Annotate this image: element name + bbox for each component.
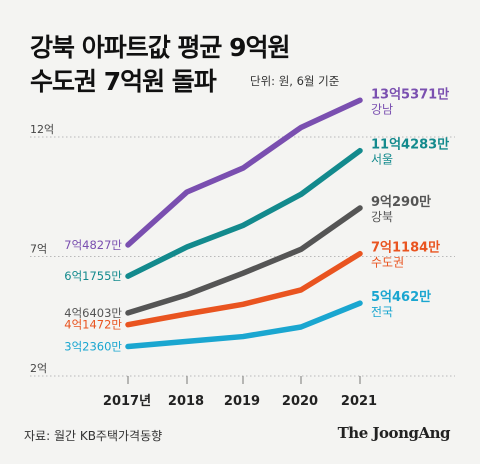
series-line-수도권 [125,250,363,328]
end-label-서울: 11억4283만 [371,137,449,153]
series-line-전국 [125,300,363,350]
series-name-수도권: 수도권 [371,256,404,270]
end-label-강북: 9억290만 [371,194,431,210]
series-name-전국: 전국 [371,305,393,319]
series-name-강남: 강남 [371,102,393,116]
chart-title-line2: 수도권 7억원 돌파 [30,67,217,96]
x-tick-label-0: 2017년 [103,394,151,409]
x-tick-label-1: 2018 [168,394,204,409]
start-label-서울: 6억1755만 [64,269,122,283]
start-label-수도권: 4억1472만 [64,318,122,332]
source-note: 자료: 월간 KB주택가격동향 [24,429,163,443]
end-label-수도권: 7억1184만 [371,240,440,256]
x-tick-label-2: 2019 [224,394,260,409]
end-label-전국: 5억462만 [371,289,431,305]
start-label-전국: 3억2360만 [64,339,122,353]
y-tick-label-2: 2억 [30,362,47,375]
series-name-강북: 강북 [371,210,393,224]
x-tick-label-4: 2021 [341,394,377,409]
series-name-서울: 서울 [371,153,393,167]
start-label-강남: 7억4827만 [64,238,122,252]
unit-note: 단위: 원, 6월 기준 [250,74,340,88]
end-label-강남: 13억5371만 [371,86,449,102]
start-label-강북: 4억6403만 [64,306,122,320]
x-tick-label-3: 2020 [282,394,318,409]
chart-title-line1: 강북 아파트값 평균 9억원 [30,33,291,62]
y-tick-label-1: 7억 [30,243,47,256]
publisher-logo: The JoongAng [337,424,451,442]
y-tick-label-0: 12억 [30,123,54,136]
